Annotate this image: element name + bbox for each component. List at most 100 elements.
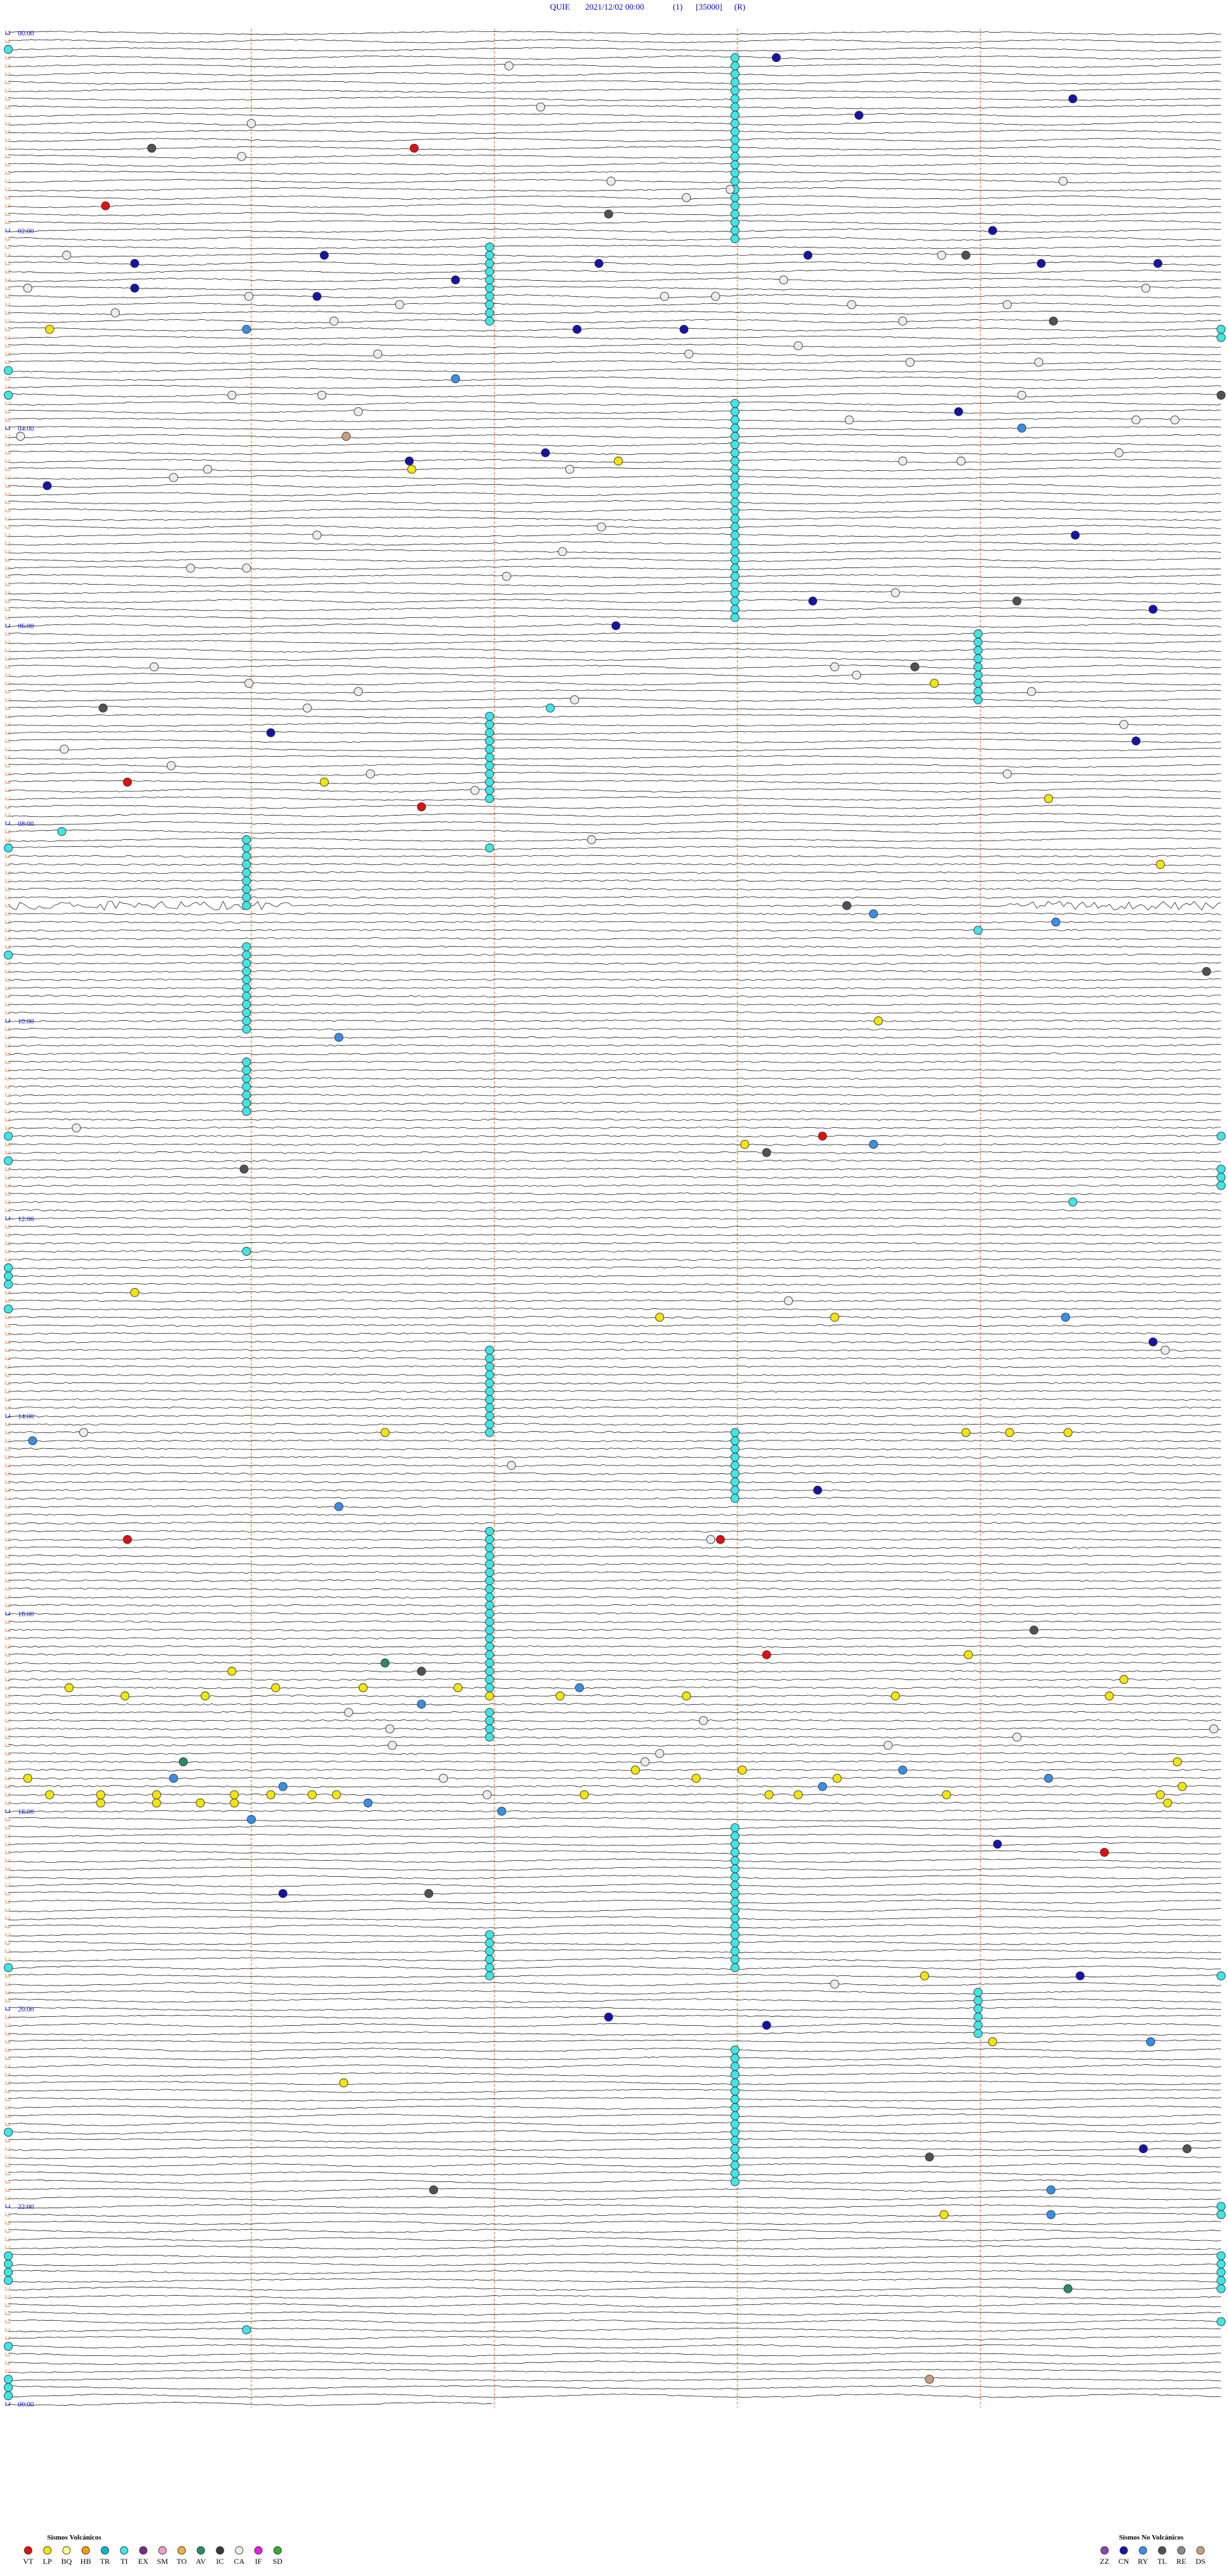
event-marker [485,1584,494,1593]
event-marker [730,464,740,474]
trace [8,2006,1222,2011]
trace [8,1365,1222,1368]
event-marker [485,1666,494,1676]
event-marker [852,670,862,680]
event-marker [730,1905,740,1915]
legend-swatch [81,2546,90,2555]
event-marker [485,761,494,770]
trace [8,1686,1222,1689]
event-marker [730,226,740,235]
event-marker [227,390,237,400]
event-marker [988,226,997,235]
row-tick [5,467,10,471]
event-marker [1170,415,1179,425]
event-marker [28,1436,37,1446]
trace [8,912,1222,915]
row-tick [5,879,10,883]
event-marker [482,1790,492,1799]
event-marker [730,613,740,622]
trace [8,1061,1222,1064]
event-marker [536,102,546,112]
event-marker [4,2375,13,2384]
event-marker [730,2111,740,2121]
trace [8,2146,1222,2151]
event-marker [730,94,740,104]
event-marker [344,1708,353,1717]
event-marker [973,2012,983,2022]
event-marker [242,1074,251,1083]
trace [8,1940,1222,1945]
event-marker [973,2028,983,2038]
event-marker [485,1576,494,1586]
row-tick [5,739,10,743]
row-tick [5,294,10,298]
trace [8,319,1222,324]
trace [8,788,1221,793]
legend-swatch [273,2546,282,2555]
legend-label: RE [1176,2557,1186,2566]
event-marker [485,1543,494,1553]
row-tick [5,920,10,924]
event-marker [1146,2037,1155,2046]
event-marker [130,258,139,268]
event-marker [1051,917,1060,927]
event-marker [869,1139,878,1149]
event-marker [485,769,494,778]
row-tick [5,582,10,587]
trace [8,1850,1222,1855]
trace [8,565,1222,571]
event-marker [247,119,256,129]
trace [8,1291,1222,1294]
trace [8,1324,1222,1327]
event-marker [1044,794,1053,803]
row-tick [5,146,10,150]
event-marker [266,1790,276,1799]
event-marker [730,201,740,210]
event-marker [691,1773,701,1783]
event-marker [485,1617,494,1627]
event-marker [242,876,251,886]
row-tick [5,360,10,364]
trace [8,2089,1222,2094]
time-label: 02:00 [18,227,35,235]
trace [8,1505,1222,1508]
event-marker [485,1963,494,1972]
row-tick [5,1258,10,1261]
event-marker [1119,1675,1129,1684]
event-marker [451,374,460,383]
trace [8,879,1222,883]
row-tick [5,1826,10,1829]
event-marker [783,1296,793,1306]
trace [8,1529,1222,1533]
event-marker [244,679,254,688]
trace [8,1842,1222,1847]
event-marker [597,522,606,532]
row-tick [5,409,10,414]
trace [8,1858,1222,1863]
row-tick [5,63,10,68]
legend-swatch [43,2546,52,2555]
event-marker [45,1790,54,1799]
trace [8,261,1222,266]
trace [8,2278,1222,2283]
event-marker [504,61,514,70]
event-marker [485,1535,494,1544]
row-tick [5,1439,10,1442]
event-marker [96,1790,106,1799]
event-marker [973,662,983,672]
row-tick [5,1299,10,1302]
trace [8,2295,1222,2300]
event-marker [4,950,13,960]
event-marker [794,341,803,351]
event-marker [1017,390,1027,400]
row-tick [5,1768,10,1772]
event-marker [334,1032,343,1042]
event-marker [964,1650,973,1659]
row-tick [5,2311,10,2315]
trace [8,945,1222,949]
trace [8,1636,1222,1640]
legend-label: TR [100,2557,109,2566]
event-marker [730,415,740,425]
row-tick [5,805,10,809]
